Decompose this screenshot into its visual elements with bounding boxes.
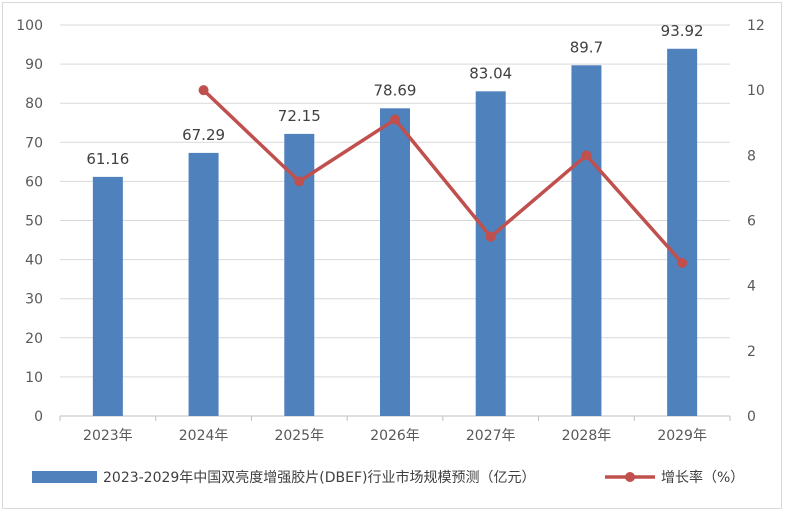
bar-data-labels: 61.16 67.29 72.15 78.69 83.04 89.7 93.92 xyxy=(86,22,703,168)
bar-value-label: 72.15 xyxy=(278,107,321,125)
category-label: 2028年 xyxy=(562,428,612,444)
growth-point xyxy=(581,150,592,161)
right-axis-tick-label: 10 xyxy=(747,83,765,99)
growth-line-series xyxy=(198,85,688,268)
left-axis-tick-label: 90 xyxy=(25,57,43,73)
growth-point xyxy=(294,176,305,187)
bar-series xyxy=(92,48,698,417)
left-axis-tick-label: 100 xyxy=(16,18,43,34)
left-axis-tick-label: 60 xyxy=(25,174,43,190)
left-axis-tick-label: 0 xyxy=(34,409,43,425)
right-axis-tick-label: 8 xyxy=(747,148,756,164)
growth-point xyxy=(677,257,688,268)
bar xyxy=(667,48,698,417)
growth-point xyxy=(485,231,496,242)
left-axis-tick-label: 70 xyxy=(25,135,43,151)
legend-label-line: 增长率（%） xyxy=(661,469,744,486)
bar xyxy=(92,176,123,416)
category-label: 2025年 xyxy=(274,428,324,444)
left-axis-tick-label: 80 xyxy=(25,96,43,112)
category-label: 2023年 xyxy=(83,428,133,444)
right-axis-tick-label: 0 xyxy=(747,409,756,425)
growth-point xyxy=(390,114,400,125)
legend-swatch-marker xyxy=(625,472,635,482)
right-axis-tick-label: 12 xyxy=(747,18,765,34)
category-label: 2026年 xyxy=(370,428,420,444)
left-axis-tick-label: 50 xyxy=(25,214,43,230)
left-axis-tick-label: 10 xyxy=(25,370,43,386)
bar xyxy=(475,91,506,416)
growth-point xyxy=(198,85,209,96)
category-label: 2024年 xyxy=(179,428,229,444)
right-axis-tick-label: 4 xyxy=(747,279,756,295)
bar xyxy=(571,65,602,416)
category-axis-ticks: 2023年 2024年 2025年 2026年 2027年 2028年 2029年 xyxy=(83,428,707,444)
bar xyxy=(380,108,410,417)
gridlines xyxy=(59,24,731,421)
left-axis-tick-label: 40 xyxy=(25,253,43,269)
bar-value-label: 83.04 xyxy=(469,64,512,82)
category-label: 2029年 xyxy=(657,428,707,444)
bar xyxy=(188,152,219,416)
legend-swatch-bar xyxy=(32,471,97,483)
bar-value-label: 78.69 xyxy=(374,81,417,99)
category-label: 2027年 xyxy=(466,428,516,444)
bar-value-label: 67.29 xyxy=(182,126,225,144)
left-axis-tick-label: 30 xyxy=(25,292,43,308)
right-axis-ticks: 0 2 4 6 8 10 12 xyxy=(747,18,765,425)
right-axis-tick-label: 6 xyxy=(747,214,756,230)
left-axis-tick-label: 20 xyxy=(25,331,43,347)
legend: 2023-2029年中国双亮度增强胶片(DBEF)行业市场规模预测（亿元） 增长率… xyxy=(32,469,744,486)
left-axis-ticks: 0 10 20 30 40 50 60 70 80 90 100 xyxy=(16,18,43,425)
growth-line xyxy=(202,88,684,265)
bar-value-label: 93.92 xyxy=(661,22,704,40)
right-axis-tick-label: 2 xyxy=(747,344,756,360)
legend-label-bar: 2023-2029年中国双亮度增强胶片(DBEF)行业市场规模预测（亿元） xyxy=(103,469,536,486)
bar-value-label: 89.7 xyxy=(570,38,603,56)
bar-value-label: 61.16 xyxy=(86,150,129,168)
